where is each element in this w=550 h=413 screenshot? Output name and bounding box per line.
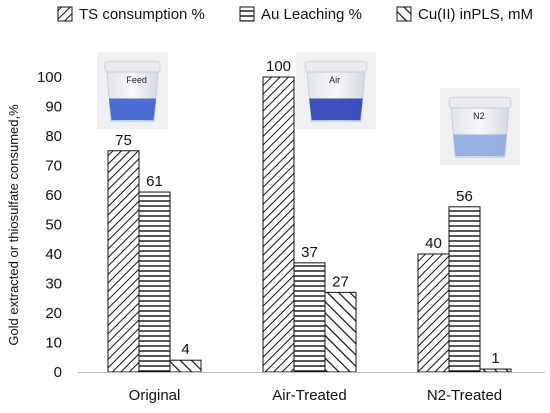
solution-liquid (453, 134, 507, 157)
data-label: 40 (425, 235, 442, 252)
x-axis: Original Air-Treated N2-Treated (78, 372, 545, 404)
y-tick-label: 50 (45, 217, 62, 234)
bar-original-series-2 (169, 359, 202, 373)
data-label: 56 (456, 188, 473, 205)
photo-label: Air (329, 75, 340, 85)
bar-n2-treated-series-0 (417, 253, 450, 373)
legend-label: Cu(II) inPLS, mM (418, 6, 533, 23)
data-label: 37 (301, 244, 318, 261)
bar-original-series-0 (107, 150, 140, 373)
y-tick-label: 70 (45, 158, 62, 175)
bar-air-treated-series-2 (324, 291, 357, 373)
data-label: 61 (146, 173, 163, 190)
y-tick-label: 40 (45, 246, 62, 263)
solution-liquid (309, 98, 363, 121)
photo-inset-air: Air (296, 52, 376, 129)
legend-label: Au Leaching % (261, 6, 362, 23)
bar-original-series-1 (138, 191, 171, 373)
bar-n2-treated-series-1 (448, 206, 481, 373)
category-label: Original (129, 387, 181, 404)
photo-inset-feed: Feed (97, 52, 168, 129)
legend-item-series-0: TS consumption % (57, 6, 205, 23)
bar-air-treated-series-0 (262, 76, 295, 373)
y-tick-label: 80 (45, 128, 62, 145)
y-tick-label: 90 (45, 99, 62, 116)
y-tick-label: 100 (37, 69, 62, 86)
photo-inset-n2: N2 (440, 88, 520, 165)
y-tick-label: 20 (45, 305, 62, 322)
photo-insets: Feed Air N2 (97, 52, 520, 165)
y-axis: 0 10 20 30 40 50 60 70 80 90 100 (37, 69, 62, 381)
photo-label: N2 (473, 111, 485, 121)
legend-item-series-2: Cu(II) inPLS, mM (396, 6, 533, 23)
category-label: N2-Treated (427, 387, 502, 404)
bar-n2-treated-series-2 (479, 368, 512, 373)
category-label: Air-Treated (272, 387, 346, 404)
bar-air-treated-series-1 (293, 262, 326, 373)
photo-label: Feed (126, 75, 147, 85)
bars (107, 76, 512, 373)
solution-liquid (108, 98, 157, 121)
legend-label: TS consumption % (79, 6, 205, 23)
data-labels: 75 61 4 100 37 27 40 56 1 (115, 58, 500, 367)
y-tick-label: 60 (45, 187, 62, 204)
data-label: 4 (181, 341, 189, 358)
data-label: 1 (491, 350, 499, 367)
legend-swatch (396, 6, 412, 22)
y-tick-label: 0 (54, 364, 62, 381)
legend-swatch (57, 6, 73, 22)
data-label: 27 (332, 273, 349, 290)
data-label: 100 (266, 58, 291, 75)
legend-swatch (239, 6, 255, 22)
y-tick-label: 10 (45, 335, 62, 352)
legend-item-series-1: Au Leaching % (239, 6, 362, 23)
legend: TS consumption % Au Leaching % Cu(II) inPL… (57, 6, 533, 23)
y-tick-label: 30 (45, 276, 62, 293)
y-axis-label: Gold extracted or thiosulfate consumed,% (6, 104, 21, 346)
data-label: 75 (115, 132, 132, 149)
